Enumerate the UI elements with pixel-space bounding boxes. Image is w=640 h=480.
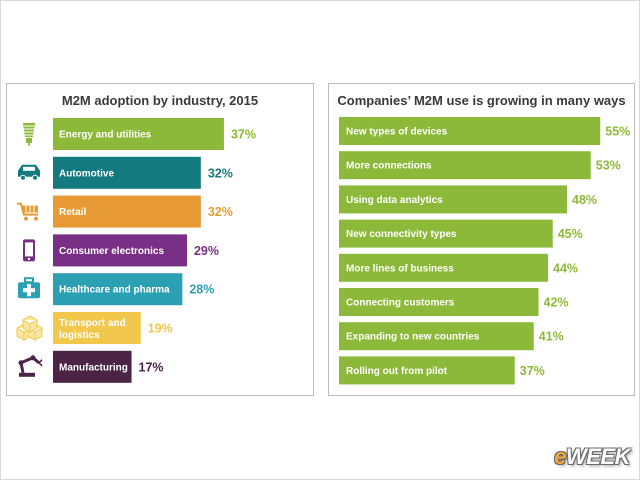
industry-chart-title: M2M adoption by industry, 2015 (61, 93, 259, 108)
bar-new-types-of-devices (339, 117, 601, 145)
industry-adoption-chart: Energy and utilities 37% Automotive 32% Reta… (16, 118, 256, 383)
value-label: 45% (558, 227, 583, 241)
category-label: More lines of business (346, 263, 454, 274)
bar-consumer-electronics (53, 234, 187, 267)
category-label: Manufacturing (59, 362, 128, 373)
value-label: 37% (231, 128, 256, 142)
category-label: Healthcare and pharma (59, 285, 170, 296)
shopping-cart-icon (17, 202, 38, 221)
category-label: Automotive (59, 168, 114, 179)
bar-energy-and-utilities (53, 118, 224, 150)
boxes-icon (16, 315, 43, 341)
industry-adoption-panel: M2M adoption by industry, 2015 Energy an… (6, 83, 314, 396)
bar-more-connections (339, 151, 591, 180)
bar-healthcare-and-pharma (53, 273, 183, 306)
value-label: 44% (553, 261, 578, 275)
category-label: New types of devices (346, 127, 448, 138)
bar-rolling-out-from-pilot (339, 356, 515, 385)
category-label: Connecting customers (346, 298, 455, 309)
value-label: 41% (539, 330, 564, 344)
bar-more-lines-of-business (339, 253, 548, 282)
category-label: Transport and logistics (59, 318, 126, 341)
bar-using-data-analytics (339, 185, 567, 214)
category-label: Consumer electronics (59, 246, 164, 257)
value-label: 42% (544, 296, 569, 310)
lightbulb-icon (23, 123, 35, 146)
bar-manufacturing (53, 350, 132, 383)
category-label: New connectivity types (346, 229, 457, 240)
eweek-watermark-logo: eWEEK (554, 444, 630, 469)
bar-new-connectivity-types (339, 219, 553, 248)
category-label: Rolling out from pilot (346, 366, 448, 377)
bar-automotive (53, 156, 201, 189)
value-label: 28% (189, 283, 214, 297)
car-icon (18, 164, 40, 181)
value-label: 37% (520, 364, 545, 378)
value-label: 19% (148, 322, 173, 336)
category-label: Expanding to new countries (346, 332, 480, 343)
value-label: 55% (605, 125, 630, 139)
category-label: Retail (59, 207, 86, 218)
value-label: 48% (572, 193, 597, 207)
m2m-growth-chart: New types of devices 55% More connections 5… (339, 117, 630, 385)
bar-retail (53, 195, 201, 228)
robot-arm-icon (18, 355, 43, 377)
value-label: 29% (194, 244, 219, 258)
growth-chart-title: Companies’ M2M use is growing in many wa… (337, 93, 626, 108)
smartphone-icon (23, 239, 35, 262)
m2m-growth-panel: Companies’ M2M use is growing in many wa… (328, 83, 635, 396)
value-label: 32% (208, 166, 233, 180)
value-label: 32% (208, 205, 233, 219)
value-label: 53% (596, 159, 621, 173)
value-label: 17% (139, 360, 164, 374)
medical-kit-icon (18, 277, 40, 299)
category-label: More connections (346, 161, 432, 172)
bar-transport-and-logistics (53, 312, 141, 344)
category-label: Energy and utilities (59, 130, 152, 141)
bar-expanding-to-new-countries (339, 322, 534, 351)
category-label: Using data analytics (346, 195, 443, 206)
bar-connecting-customers (339, 288, 539, 316)
